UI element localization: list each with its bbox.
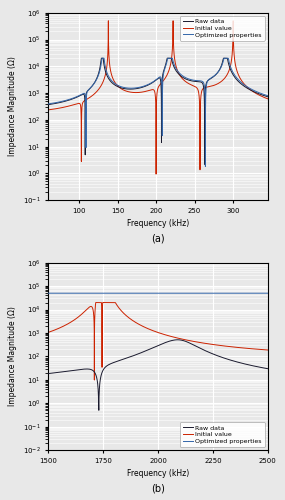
- Optimized properties: [150, 80, 154, 86]
- Initial value: [179, 74, 183, 80]
- Raw data: [179, 73, 183, 79]
- Optimized properties: [46, 101, 50, 107]
- Optimized properties: [46, 290, 50, 296]
- Optimized properties: [204, 110, 207, 116]
- Initial value: [266, 96, 270, 102]
- Text: (b): (b): [151, 484, 165, 494]
- Initial value: [101, 79, 105, 85]
- Raw data: [188, 78, 191, 84]
- Line: Raw data: Raw data: [48, 58, 268, 164]
- Raw data: [46, 370, 50, 376]
- Optimized properties: [179, 290, 182, 296]
- Initial value: [252, 89, 255, 95]
- Initial value: [166, 332, 169, 338]
- Raw data: [46, 102, 50, 107]
- Initial value: [204, 84, 207, 90]
- Legend: Raw data, Initial value, Optimized properties: Raw data, Initial value, Optimized prope…: [180, 16, 265, 40]
- Optimized properties: [188, 76, 191, 82]
- Raw data: [179, 337, 182, 343]
- Raw data: [62, 368, 65, 374]
- Optimized properties: [252, 88, 255, 94]
- Raw data: [176, 337, 179, 343]
- Optimized properties: [204, 164, 207, 170]
- Raw data: [97, 408, 100, 414]
- Initial value: [154, 171, 158, 177]
- Initial value: [94, 300, 97, 306]
- Raw data: [99, 372, 103, 378]
- Raw data: [203, 162, 206, 168]
- Initial value: [266, 347, 270, 353]
- Optimized properties: [99, 290, 103, 296]
- Line: Initial value: Initial value: [48, 302, 268, 380]
- Text: (a): (a): [151, 234, 165, 244]
- Optimized properties: [266, 290, 270, 296]
- Initial value: [131, 318, 134, 324]
- Raw data: [101, 55, 105, 61]
- Raw data: [99, 55, 103, 61]
- Line: Raw data: Raw data: [48, 340, 268, 410]
- Optimized properties: [209, 290, 213, 296]
- Initial value: [150, 86, 154, 92]
- Line: Optimized properties: Optimized properties: [48, 58, 268, 166]
- Optimized properties: [100, 55, 103, 61]
- Initial value: [107, 18, 110, 24]
- Raw data: [266, 366, 270, 372]
- Raw data: [166, 339, 169, 345]
- Initial value: [62, 324, 65, 330]
- Optimized properties: [166, 290, 169, 296]
- Initial value: [209, 342, 213, 347]
- Initial value: [46, 330, 50, 336]
- Initial value: [46, 107, 50, 113]
- Raw data: [150, 80, 154, 86]
- Legend: Raw data, Initial value, Optimized properties: Raw data, Initial value, Optimized prope…: [180, 422, 265, 447]
- Raw data: [131, 353, 134, 359]
- Initial value: [179, 336, 182, 342]
- X-axis label: Frequency (kHz): Frequency (kHz): [127, 470, 189, 478]
- Y-axis label: Impedance Magnitude (Ω): Impedance Magnitude (Ω): [8, 306, 17, 406]
- Initial value: [99, 300, 103, 306]
- X-axis label: Frequency (kHz): Frequency (kHz): [127, 220, 189, 228]
- Raw data: [204, 86, 207, 91]
- Raw data: [209, 350, 213, 356]
- Line: Initial value: Initial value: [48, 21, 268, 174]
- Optimized properties: [101, 55, 105, 61]
- Y-axis label: Impedance Magnitude (Ω): Impedance Magnitude (Ω): [8, 56, 17, 156]
- Optimized properties: [179, 72, 183, 78]
- Optimized properties: [131, 290, 134, 296]
- Raw data: [252, 88, 255, 94]
- Raw data: [266, 94, 270, 100]
- Initial value: [188, 81, 191, 87]
- Initial value: [93, 377, 96, 383]
- Optimized properties: [62, 290, 65, 296]
- Optimized properties: [266, 92, 270, 98]
